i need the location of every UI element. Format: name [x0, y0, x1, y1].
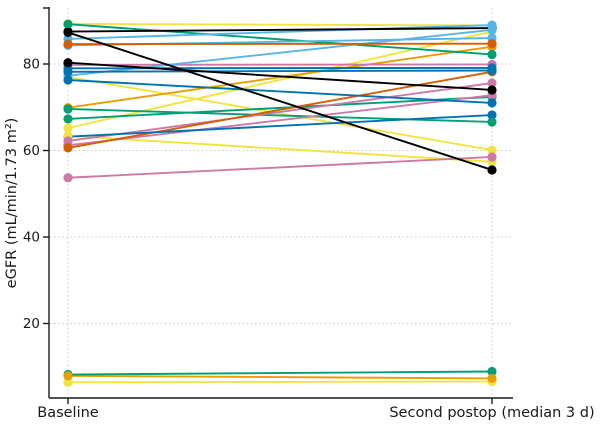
- patient-dot-baseline-18-vermillion: [63, 39, 73, 49]
- patient-dot-baseline-25-black: [63, 58, 73, 68]
- patient-line-22-blue: [67, 79, 493, 104]
- patient-dot-postop-25-black: [487, 85, 497, 95]
- patient-dot-postop-22-blue: [487, 98, 497, 108]
- patient-line-6-orange: [67, 374, 493, 380]
- patient-dot-baseline-14-pink: [63, 173, 73, 183]
- patient-dot-postop-23-blue: [487, 110, 497, 120]
- y-tick-label-80: 80: [23, 57, 40, 73]
- patient-dot-postop-12-pink: [487, 78, 497, 88]
- patient-dot-baseline-7-green: [63, 19, 73, 29]
- x-tick-label-second-postop: Second postop (median 3 d): [389, 405, 594, 421]
- patient-lines-layer: [67, 22, 493, 384]
- patient-dot-baseline-1-yellow: [63, 123, 73, 133]
- y-tick-label-40: 40: [23, 230, 40, 246]
- patient-line-23-blue: [67, 114, 493, 138]
- patient-dot-postop-6-orange: [487, 373, 497, 384]
- patient-dot-postop-21-blue: [487, 65, 497, 76]
- patient-line-0-yellow: [67, 22, 493, 27]
- patient-dot-postop-17-skyblue: [487, 25, 497, 35]
- axis-layer: 20 40 60 80: [23, 7, 513, 404]
- y-tick-label-60: 60: [23, 143, 40, 159]
- patient-line-13-pink: [67, 94, 493, 147]
- patient-dot-postop-18-vermillion: [487, 39, 497, 49]
- patient-line-8-green: [67, 108, 493, 123]
- patient-line-24-black: [67, 27, 493, 33]
- patient-dot-baseline-9-green: [63, 114, 73, 124]
- patient-line-26-black: [67, 31, 493, 171]
- patient-line-4-yellow: [67, 380, 493, 384]
- patient-dots-layer: [63, 19, 497, 387]
- patient-dot-postop-8-green: [487, 117, 497, 127]
- x-tick-label-baseline: Baseline: [37, 405, 99, 421]
- patient-line-7-green: [67, 23, 493, 56]
- y-tick-label-20: 20: [23, 316, 40, 332]
- patient-dot-postop-2-yellow: [487, 145, 497, 155]
- patient-dot-baseline-6-orange: [63, 371, 73, 381]
- axis-labels-layer: eGFR (mL/min/1.73 m²) Baseline Second po…: [4, 118, 595, 421]
- patient-line-25-black: [67, 61, 493, 91]
- patient-line-10-green: [67, 370, 493, 376]
- y-axis-title: eGFR (mL/min/1.73 m²): [4, 118, 20, 289]
- patient-dot-postop-7-green: [487, 49, 497, 60]
- patient-line-14-pink: [67, 156, 493, 179]
- patient-dot-baseline-19-vermillion: [63, 143, 73, 153]
- patient-dot-baseline-8-green: [63, 104, 73, 114]
- patient-dot-baseline-26-black: [63, 27, 73, 38]
- patient-dot-postop-14-pink: [487, 152, 497, 162]
- patient-line-9-green: [67, 95, 493, 120]
- patient-line-21-blue: [67, 69, 493, 73]
- patient-dot-baseline-4-yellow: [63, 377, 73, 387]
- patient-line-2-yellow: [67, 76, 493, 152]
- patient-line-3-yellow: [67, 134, 493, 163]
- patient-dot-postop-26-black: [487, 165, 497, 175]
- patient-line-12-pink: [67, 82, 493, 142]
- patient-dot-baseline-21-blue: [63, 67, 73, 77]
- patient-dot-baseline-22-blue: [63, 75, 73, 85]
- patient-dot-baseline-12-pink: [63, 136, 73, 146]
- patient-line-16-skyblue: [67, 24, 493, 40]
- patient-dot-postop-10-green: [487, 366, 497, 377]
